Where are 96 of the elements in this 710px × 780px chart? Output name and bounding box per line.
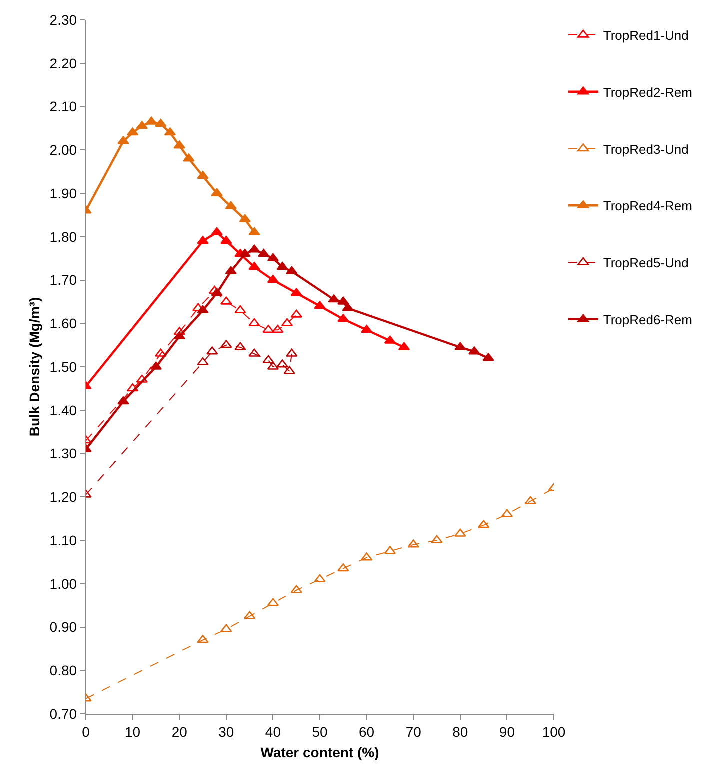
point xyxy=(174,327,186,336)
point xyxy=(524,496,536,504)
x-axis-title: Water content (%) xyxy=(260,744,380,760)
point xyxy=(342,303,354,312)
point xyxy=(146,116,158,125)
point xyxy=(454,528,466,537)
y-tick-label: 1.20 xyxy=(50,489,78,506)
point xyxy=(155,348,167,357)
point xyxy=(239,249,251,258)
y-tick-label: 2.00 xyxy=(50,142,78,158)
y-tick-label: 0.70 xyxy=(50,706,78,722)
point xyxy=(328,294,340,303)
point xyxy=(197,305,209,314)
point xyxy=(290,288,302,296)
legend-label: TropRed1-Und xyxy=(603,28,689,44)
point xyxy=(225,266,237,274)
x-tick-label: 0 xyxy=(82,724,90,740)
point xyxy=(262,355,274,364)
point xyxy=(118,396,130,405)
point xyxy=(211,188,223,196)
point xyxy=(281,318,294,327)
point xyxy=(174,331,186,340)
point xyxy=(482,353,494,362)
y-tick-label: 0.90 xyxy=(50,619,78,636)
y-tick-label: 1.10 xyxy=(50,532,78,548)
x-tick-label: 10 xyxy=(125,724,141,740)
point xyxy=(338,314,350,322)
point xyxy=(248,318,260,327)
y-tick-label: 1.30 xyxy=(50,446,78,462)
point xyxy=(248,262,260,270)
point xyxy=(197,358,209,366)
point xyxy=(197,236,209,244)
x-tick-label: 20 xyxy=(172,724,188,740)
point xyxy=(248,227,260,236)
y-tick-label: 1.70 xyxy=(50,272,78,288)
point xyxy=(239,214,251,222)
point xyxy=(360,324,373,334)
point xyxy=(408,540,420,548)
x-tick-label: 60 xyxy=(359,724,375,740)
legend-label: TropRed4-Rem xyxy=(603,198,692,214)
point xyxy=(174,140,186,149)
x-tick-label: 40 xyxy=(265,724,282,740)
x-tick-label: 100 xyxy=(542,724,566,740)
y-tick-label: 1.90 xyxy=(50,185,78,202)
point xyxy=(286,266,298,274)
point xyxy=(206,346,218,355)
point xyxy=(276,360,288,368)
point xyxy=(220,236,232,244)
point xyxy=(183,154,195,162)
point xyxy=(286,348,298,357)
y-tick-label: 1.40 xyxy=(50,402,78,418)
x-tick-label: 80 xyxy=(452,724,468,740)
point xyxy=(454,342,466,350)
y-tick-label: 2.20 xyxy=(50,55,78,72)
point xyxy=(272,324,284,334)
y-tick-label: 2.30 xyxy=(50,12,78,28)
point xyxy=(284,366,296,374)
y-tick-label: 1.60 xyxy=(50,316,78,332)
point xyxy=(197,635,209,644)
legend-label: TropRed6-Rem xyxy=(603,312,692,328)
point xyxy=(338,296,350,305)
x-tick-label: 30 xyxy=(218,724,234,740)
y-tick-label: 2.10 xyxy=(50,98,78,115)
point xyxy=(211,288,223,296)
point xyxy=(225,201,237,210)
point xyxy=(220,296,232,305)
point xyxy=(220,340,232,348)
legend-label: TropRed5-Und xyxy=(603,256,689,271)
point xyxy=(262,324,274,334)
point xyxy=(197,171,209,180)
point xyxy=(220,624,232,632)
y-axis-title: Bulk Density (Mg/m³) xyxy=(26,297,42,437)
point xyxy=(248,348,260,357)
point xyxy=(431,535,443,544)
point xyxy=(276,262,288,270)
point xyxy=(211,227,223,236)
point xyxy=(290,310,302,318)
point xyxy=(234,305,246,314)
point xyxy=(155,118,167,127)
y-tick-label: 1.50 xyxy=(50,358,78,375)
point xyxy=(234,342,246,350)
point xyxy=(248,244,260,253)
x-tick-label: 90 xyxy=(499,724,516,740)
point xyxy=(118,136,130,144)
x-tick-label: 50 xyxy=(312,724,328,740)
y-tick-label: 1.00 xyxy=(50,576,78,592)
point xyxy=(314,574,326,582)
point xyxy=(314,301,326,310)
point xyxy=(290,585,302,594)
y-tick-label: 0.80 xyxy=(50,662,78,679)
legend-label: TropRed2-Rem xyxy=(603,84,692,100)
y-tick-label: 1.80 xyxy=(50,228,78,245)
legend-label: TropRed3-Und xyxy=(603,142,689,157)
point xyxy=(338,564,350,572)
x-tick-label: 70 xyxy=(406,724,422,740)
point xyxy=(468,346,480,355)
